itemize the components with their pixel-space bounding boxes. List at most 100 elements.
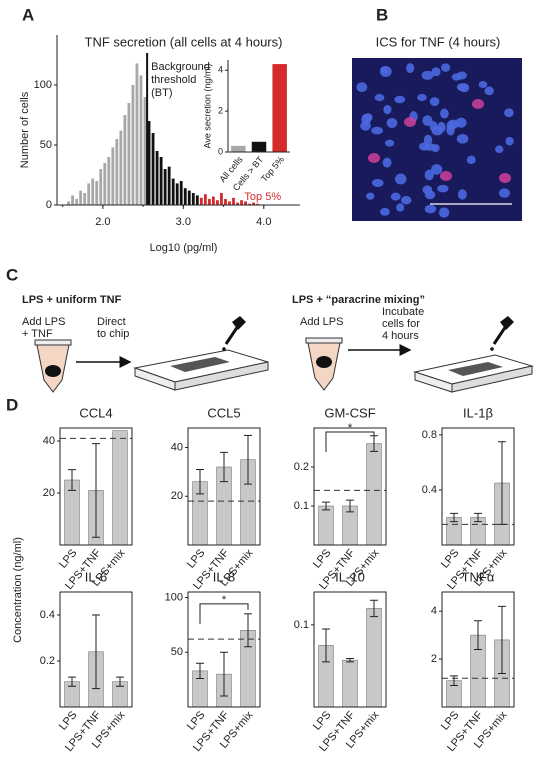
plot-frame	[441, 591, 515, 708]
y-axis-label: Concentration (ng/ml)	[12, 537, 24, 643]
cell	[455, 117, 467, 128]
x-tick-label: 2.0	[95, 216, 110, 228]
bar	[112, 430, 128, 546]
cell	[478, 80, 488, 88]
micrograph-background	[352, 58, 522, 221]
cell	[504, 108, 514, 118]
histogram-bar	[135, 63, 139, 206]
histogram-bar	[75, 199, 79, 205]
stained-cell	[472, 99, 484, 109]
histogram-bar	[87, 183, 91, 205]
plot-frame	[59, 427, 133, 546]
histogram-bar	[71, 195, 75, 205]
error-bar	[322, 628, 330, 663]
chart-title: IL-6	[85, 569, 107, 584]
y-tick-label: 0.2	[294, 461, 309, 473]
x-tick-label: LPS	[311, 547, 334, 571]
chart-title: IL-10	[335, 569, 365, 584]
plot-frame	[59, 591, 133, 708]
histogram-bar	[252, 202, 256, 205]
cell	[484, 86, 494, 96]
error-bar	[474, 512, 482, 523]
cell	[386, 118, 398, 129]
histogram-bar	[240, 200, 243, 205]
cell	[424, 143, 436, 151]
x-tick-label: LPS	[185, 547, 208, 571]
y-tick-label: 0.1	[294, 500, 309, 512]
x-tick-label: Top 5%	[259, 154, 286, 183]
histogram-bar	[143, 97, 147, 205]
y-tick-label: 0	[218, 146, 223, 156]
histogram-bar	[216, 200, 219, 205]
bar	[366, 443, 382, 546]
cell	[456, 83, 468, 91]
y-tick-label: 0.8	[422, 429, 437, 441]
bar	[272, 64, 287, 152]
step-text: + TNF	[22, 328, 53, 340]
error-bar	[220, 451, 228, 483]
histogram-bar	[111, 147, 115, 205]
y-tick-label: 0.4	[40, 609, 55, 621]
cell	[456, 133, 469, 144]
cell	[495, 145, 504, 154]
histogram-bar	[187, 190, 191, 205]
error-bar	[322, 501, 330, 511]
cell	[371, 178, 384, 188]
histogram-bar	[256, 203, 260, 205]
cell	[383, 104, 392, 115]
error-bar	[92, 614, 100, 690]
cell	[466, 155, 476, 165]
cell	[424, 190, 436, 200]
y-tick-label: 0.4	[422, 484, 437, 496]
cell	[446, 124, 455, 136]
histogram-bar	[163, 169, 167, 205]
histogram-bar	[203, 194, 207, 205]
histogram-bar	[220, 193, 223, 205]
cell	[421, 70, 434, 80]
x-tick-label: LPS	[185, 709, 208, 733]
step-text: 4 hours	[382, 330, 419, 342]
x-tick-label: LPS	[311, 709, 334, 733]
y-tick-label: 0.1	[294, 619, 309, 631]
y-tick-label: 4	[218, 65, 223, 75]
panel-label: D	[6, 395, 18, 414]
panel-label: C	[6, 265, 18, 284]
y-tick-label: 40	[171, 441, 183, 453]
x-axis-label: Log10 (pg/ml)	[150, 242, 218, 254]
stained-cell	[440, 171, 452, 181]
histogram-bar	[199, 197, 203, 205]
error-bar	[196, 468, 204, 495]
error-bar	[346, 658, 354, 663]
histogram-bar	[224, 199, 227, 205]
cell	[406, 63, 415, 74]
bar	[342, 659, 358, 708]
protocol-title: LPS + “paracrine mixing”	[292, 294, 425, 306]
cell	[498, 188, 510, 198]
plot-frame	[187, 427, 261, 546]
error-bar	[244, 613, 252, 648]
cell	[394, 173, 407, 185]
cell	[361, 113, 372, 125]
micrograph	[352, 58, 522, 221]
annotation: threshold	[151, 74, 196, 86]
histogram-bar	[179, 181, 183, 205]
cell	[505, 136, 514, 146]
cell	[394, 95, 406, 104]
plot-frame	[187, 591, 261, 708]
histogram-bar	[167, 166, 171, 205]
cell	[366, 192, 375, 200]
y-tick-label: 100	[165, 591, 183, 603]
significance-bracket	[199, 603, 249, 624]
y-tick-label: 0	[46, 199, 52, 211]
error-bar	[498, 605, 506, 674]
step-text: to chip	[97, 328, 129, 340]
error-bar	[116, 676, 124, 687]
chart-title: IL-8	[213, 569, 235, 584]
histogram-bar	[67, 201, 70, 205]
cell	[401, 195, 412, 205]
y-tick-label: 50	[171, 646, 183, 658]
tube	[305, 337, 343, 391]
stained-cell	[404, 117, 416, 127]
